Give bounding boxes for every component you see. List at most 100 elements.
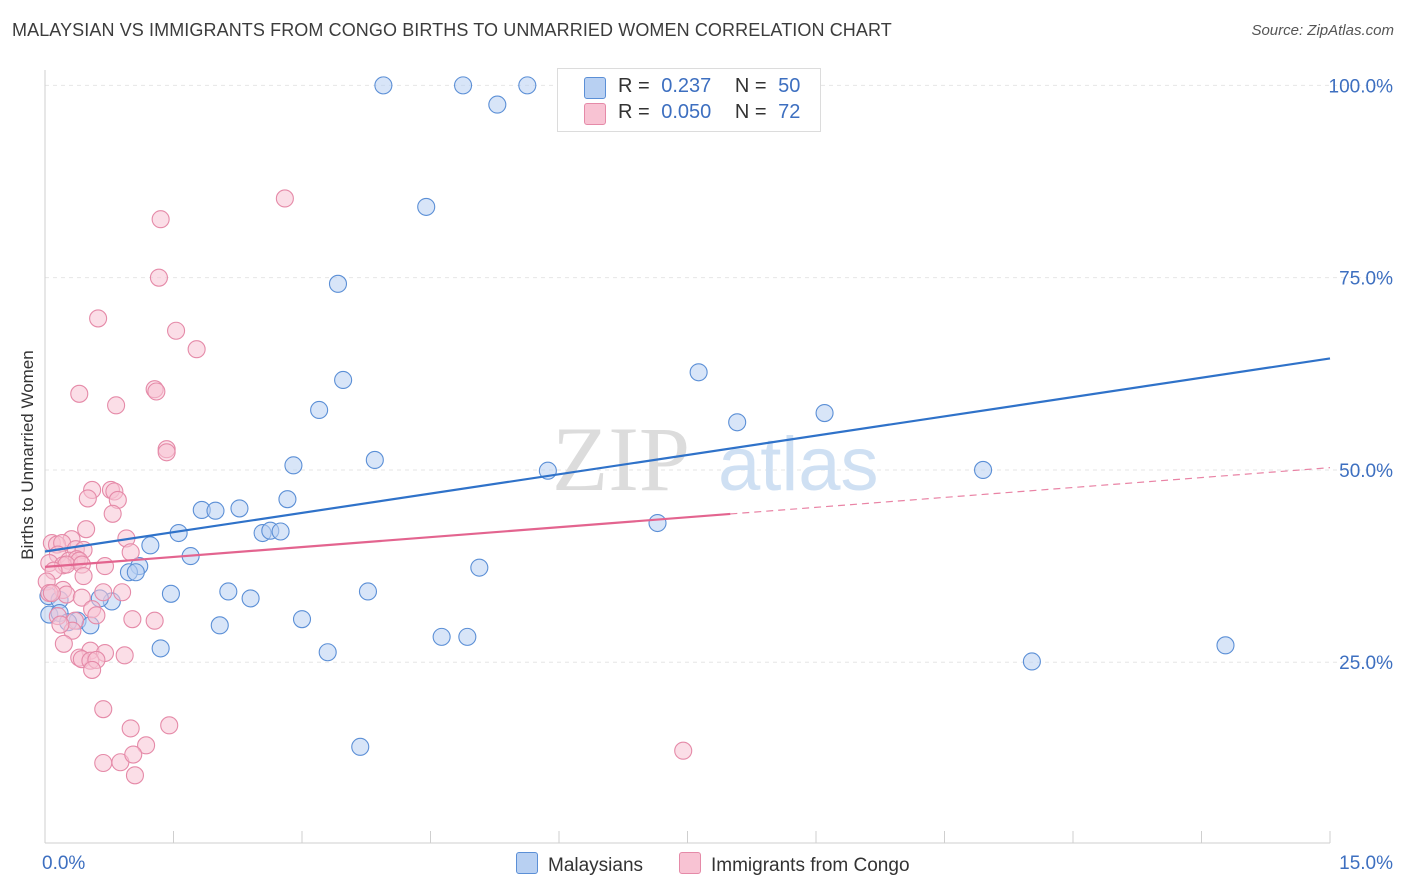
congo-point [94, 583, 113, 602]
malaysian-point [648, 513, 667, 533]
y-tick-label: 25.0% [1339, 653, 1393, 674]
trend-line-congo [44, 512, 731, 568]
malaysian-point [470, 558, 489, 577]
malaysian-point [334, 370, 353, 390]
y-tick-label: 50.0% [1339, 461, 1393, 482]
malaysian-point [161, 584, 180, 603]
bottom-legend-congo: Immigrants from Congo [679, 852, 910, 877]
congo-point [89, 309, 108, 328]
congo-point [107, 396, 126, 415]
axes [44, 70, 1331, 844]
malaysian-point [141, 536, 160, 555]
malaysian-point [374, 76, 393, 95]
watermark-atlas: atlas [718, 422, 879, 507]
congo-point [121, 719, 140, 738]
y-tick-label: 75.0% [1339, 269, 1393, 290]
malaysian-point [518, 76, 537, 95]
malaysian-point [488, 95, 507, 114]
bottom-legend-swatch-pink [679, 852, 701, 874]
malaysian-point [973, 460, 993, 480]
congo-point [275, 189, 294, 208]
malaysian-point [689, 363, 708, 382]
malaysian-point [271, 522, 290, 541]
congo-point [54, 634, 73, 653]
malaysian-point [358, 582, 378, 601]
congo-point [70, 384, 89, 403]
malaysian-point [351, 737, 370, 756]
congo-point [167, 321, 186, 340]
legend-n-label: N = [734, 101, 767, 123]
congo-point [77, 520, 96, 539]
legend-n-label: N = [734, 75, 767, 97]
malaysian-point [292, 610, 312, 629]
congo-point [87, 606, 106, 625]
malaysian-point [1216, 636, 1235, 655]
legend-n-value: 72 [778, 101, 801, 123]
trend-line-congo-dashed [730, 467, 1331, 515]
watermark-zip: ZIP [552, 408, 690, 510]
grid-lines [45, 84, 1392, 663]
x-tick-label: 15.0% [1339, 853, 1393, 874]
congo-point [125, 766, 144, 785]
congo-point [157, 443, 176, 462]
malaysian-point [365, 450, 384, 470]
malaysian-point [815, 403, 834, 423]
congo-point [74, 567, 93, 586]
malaysian-point [310, 400, 329, 420]
legend-r-label: R = [618, 101, 650, 123]
malaysian-point [126, 563, 145, 582]
congo-point [103, 504, 122, 523]
legend-swatch-blue [584, 77, 606, 99]
congo-point [124, 745, 143, 764]
bottom-legend-label: Immigrants from Congo [711, 855, 910, 876]
source-label: Source: ZipAtlas.com [1251, 22, 1394, 39]
malaysian-point [206, 501, 225, 520]
legend-swatch-pink [584, 103, 606, 125]
legend: R = 0.237 N = 50 R = 0.050 N = 72 [557, 68, 821, 132]
malaysian-point [241, 589, 260, 608]
malaysian-point [151, 639, 170, 658]
congo-point [160, 716, 179, 735]
congo-point [187, 340, 206, 359]
congo-point [115, 646, 134, 665]
malaysian-point [219, 582, 238, 601]
chart-title: MALAYSIAN VS IMMIGRANTS FROM CONGO BIRTH… [12, 20, 892, 40]
congo-point [72, 588, 91, 607]
malaysian-point [210, 616, 229, 635]
congo-point [94, 753, 113, 773]
congo-point [113, 583, 132, 602]
congo-point [147, 382, 166, 401]
congo-point [42, 583, 61, 603]
congo-point [151, 210, 170, 229]
malaysian-point [328, 274, 348, 293]
x-tick-label: 0.0% [42, 853, 85, 874]
legend-r-value: 0.237 [661, 75, 712, 97]
y-tick-label: 100.0% [1329, 76, 1394, 97]
malaysian-point [454, 76, 473, 95]
bottom-legend-malaysians: Malaysians [516, 852, 643, 877]
congo-point [121, 543, 140, 562]
legend-r-label: R = [618, 75, 650, 97]
bottom-legend-label: Malaysians [548, 855, 644, 876]
malaysian-point [284, 456, 303, 475]
trend-lines [44, 357, 1331, 568]
malaysian-point [417, 197, 436, 216]
congo-point [145, 611, 164, 630]
congo-point [137, 736, 156, 755]
legend-n-value: 50 [778, 75, 801, 97]
malaysian-point [458, 627, 477, 646]
congo-point [78, 489, 97, 508]
legend-r-value: 0.050 [661, 101, 712, 123]
congo-point [95, 557, 115, 576]
congo-point [149, 268, 168, 287]
bottom-legend-swatch-blue [516, 852, 538, 874]
malaysian-point [728, 413, 747, 432]
trend-line-malaysians [44, 357, 1331, 553]
malaysian-point [1022, 652, 1041, 671]
malaysian-point [318, 643, 337, 662]
congo-point [94, 700, 113, 719]
malaysian-point [230, 499, 249, 518]
malaysian-point [278, 490, 297, 509]
congo-point [83, 660, 102, 679]
